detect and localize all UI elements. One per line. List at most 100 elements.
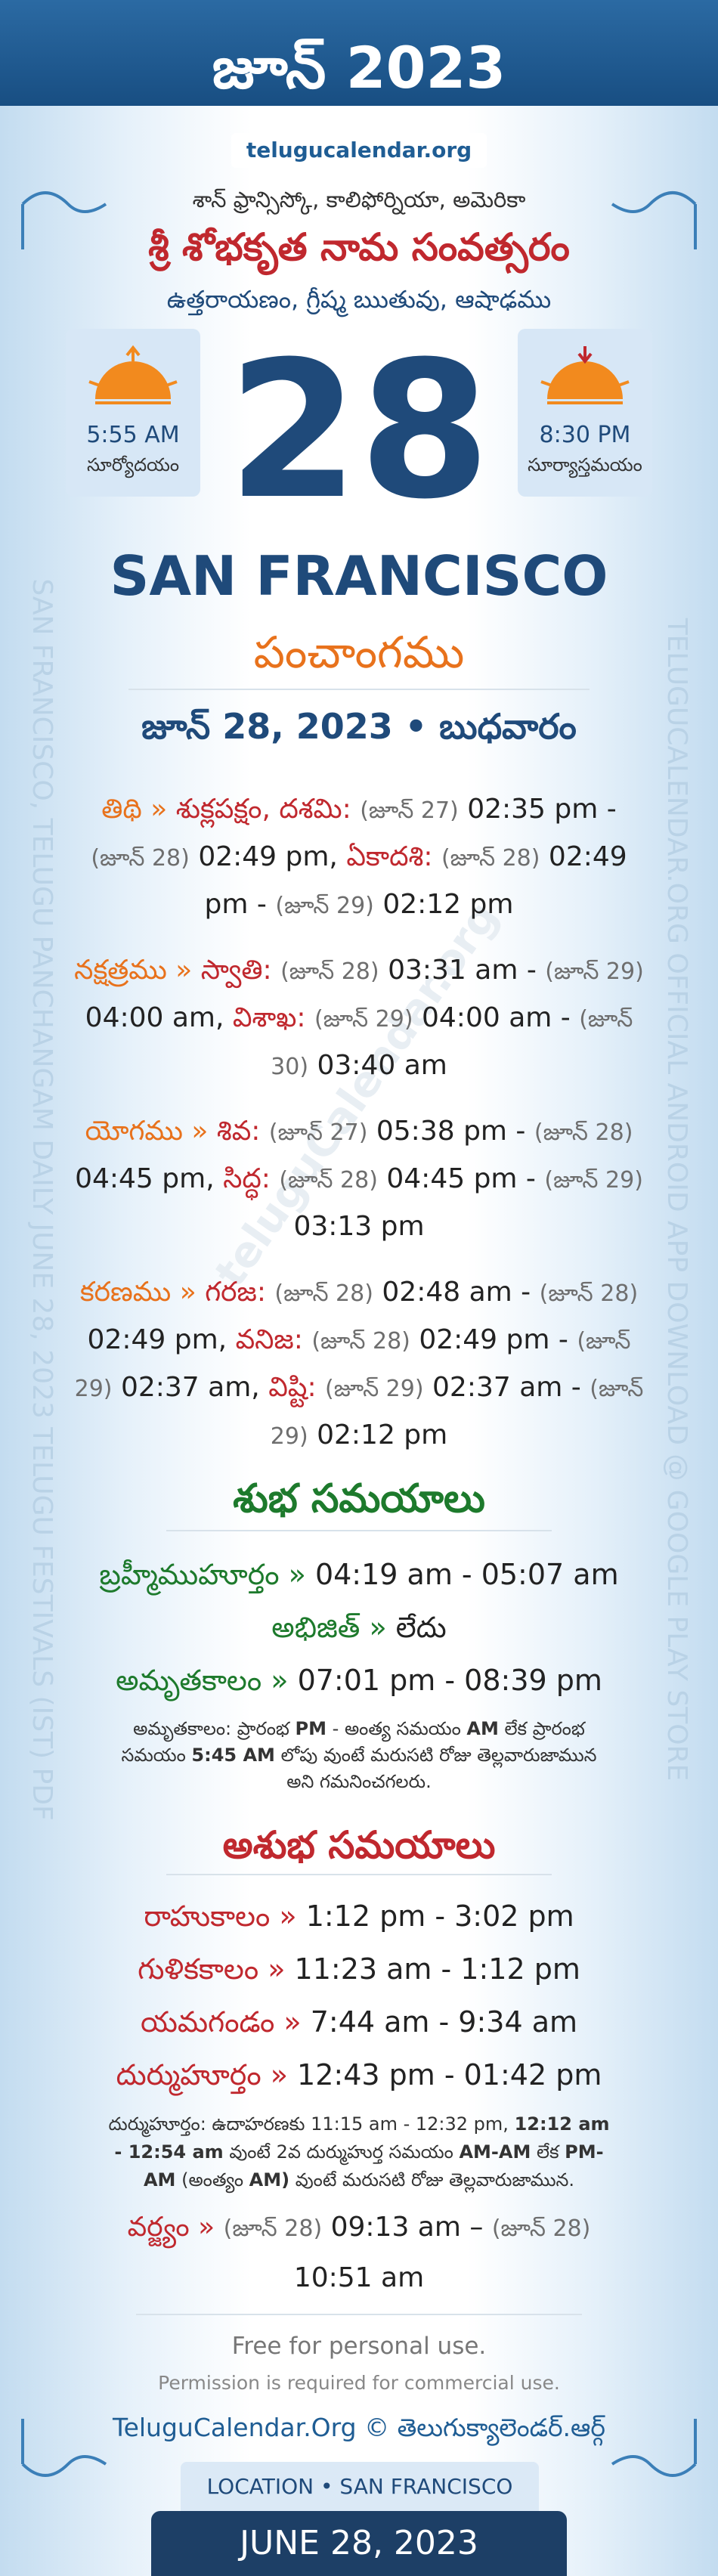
segment: 04:45 pm, xyxy=(75,1163,215,1194)
corner-ornaments xyxy=(21,191,697,2477)
segment: (జూన్ 28) xyxy=(279,1167,378,1194)
segment: 02:12 pm xyxy=(382,889,514,920)
segment: (జూన్ 29) xyxy=(275,893,374,919)
segment: 03:40 am xyxy=(317,1050,447,1081)
sunrise-icon xyxy=(88,345,178,404)
sunset-label: సూర్యాస్తమయం xyxy=(528,454,642,475)
sunset-icon xyxy=(540,346,630,404)
ashubha-note: దుర్ముహూర్తం: ఉదాహరణకు 11:15 am - 12:32 … xyxy=(106,2110,612,2194)
segment: 02:49 pm - xyxy=(419,1324,568,1355)
sunset-time: 8:30 PM xyxy=(539,422,631,448)
segment: (జూన్ 28) xyxy=(274,1280,373,1307)
timing-row: దుర్ముహూర్తం » 12:43 pm - 01:42 pm xyxy=(60,2048,658,2101)
segment: గరజ: xyxy=(205,1277,266,1308)
segment: (జూన్ 29) xyxy=(314,1006,413,1033)
note-segment: దుర్ముహూర్తం: ఉదాహరణకు 11:15 am - 12:32 … xyxy=(108,2113,509,2135)
note-segment: 5:45 AM xyxy=(191,1745,275,1766)
segment: రాహుకాలం xyxy=(144,1899,271,1933)
segment: 04:00 am - xyxy=(422,1002,571,1033)
segment: అమృతకాలం xyxy=(116,1664,262,1697)
segment: » xyxy=(150,794,168,825)
segment: 10:51 am xyxy=(293,2262,425,2293)
segment: గుళికకాలం xyxy=(138,1952,259,1986)
segment: (జూన్ 29) xyxy=(325,1376,424,1402)
segment: 03:13 pm xyxy=(293,1211,425,1242)
segment: 02:48 am - xyxy=(382,1277,531,1308)
segment: వర్జ్యం xyxy=(127,2212,190,2243)
timing-row: రాహుకాలం » 1:12 pm - 3:02 pm xyxy=(60,1890,658,1943)
note-segment: PM-AM xyxy=(143,2141,604,2191)
shubha-rows: బ్రహ్మీముహూర్తం » 04:19 am - 05:07 am అభ… xyxy=(60,1548,658,1707)
segment: 7:44 am - 9:34 am xyxy=(310,2005,578,2039)
segment: 04:19 am - 05:07 am xyxy=(314,1558,619,1591)
segment: (జూన్ 28) xyxy=(441,845,540,872)
segment: (జూన్ 28) xyxy=(311,1328,410,1355)
note-segment: వుంటే మరుసటి రోజు తెల్లవారుజామున. xyxy=(295,2169,574,2191)
segment: 03:31 am - xyxy=(388,955,537,986)
segment: (జూన్ 28) xyxy=(91,845,190,872)
segment: » xyxy=(270,2058,288,2091)
segment: (జూన్ 30) xyxy=(271,1006,633,1080)
location-badge: LOCATION • SAN FRANCISCO xyxy=(181,2462,539,2511)
segment: » xyxy=(175,955,193,986)
year-name: శ్రీ శోభకృత నామ సంవత్సరం xyxy=(148,225,570,269)
timing-row: యమగండం » 7:44 am - 9:34 am xyxy=(60,1995,658,2048)
segment: (జూన్ 28) xyxy=(539,1280,639,1307)
side-text: SAN FRANCISCO, TELUGU PANCHANGAM DAILY J… xyxy=(26,578,57,1820)
note-segment: వుంటే 2వ దుర్ముహుర్త సమయం xyxy=(229,2141,453,2163)
segment: సిద్ధ: xyxy=(223,1163,271,1194)
segment: (జూన్ 28) xyxy=(223,2215,323,2242)
segment: (జూన్ 27) xyxy=(268,1119,368,1146)
segment: 02:49 pm - xyxy=(204,841,627,920)
segment: 02:49 pm, xyxy=(87,1324,227,1355)
site-badge: telugucalendar.org xyxy=(231,133,487,168)
segment: » xyxy=(369,1611,387,1644)
segment: 04:00 am, xyxy=(85,1002,224,1033)
segment: తిథి xyxy=(101,794,142,825)
note-segment: 12:12 am - 12:54 am xyxy=(114,2113,610,2163)
segment: (జూన్ 29) xyxy=(544,1167,643,1194)
sunrise-box xyxy=(66,329,200,497)
segment: 04:45 pm - xyxy=(386,1163,536,1194)
note-segment: లోపు వుంటే మరుసటి రోజు తెల్లవారుజామున అన… xyxy=(280,1745,597,1792)
segment: విశాఖ: xyxy=(232,1002,306,1033)
segment: 02:12 pm xyxy=(317,1420,448,1451)
day-number: 28 xyxy=(227,320,491,540)
segment: నక్షత్రము xyxy=(74,955,167,986)
sunrise-label: సూర్యోదయం xyxy=(86,454,180,475)
note-segment: అమృతకాలం: ప్రారంభ xyxy=(133,1718,289,1739)
segment: 02:35 pm - xyxy=(467,794,617,825)
segment: (జూన్ 29) xyxy=(270,1376,644,1450)
segment: 02:37 am - xyxy=(432,1372,581,1403)
note-segment: AM) xyxy=(249,2169,290,2191)
segment: బ్రహ్మీముహూర్తం xyxy=(99,1558,280,1591)
note-segment: AM xyxy=(466,1718,499,1739)
note-segment: PM xyxy=(295,1718,327,1739)
segment: యోగము xyxy=(85,1116,183,1147)
segment: (జూన్ 29) xyxy=(74,1328,631,1402)
segment: లేదు xyxy=(395,1611,447,1644)
segment: (జూన్ 27) xyxy=(360,797,459,824)
header-band xyxy=(0,0,718,106)
note-segment: AM-AM xyxy=(459,2141,531,2163)
segment: » xyxy=(198,2212,215,2243)
sunrise-time: 5:55 AM xyxy=(86,422,180,448)
panchangam-item: నక్షత్రము » స్వాతి: (జూన్ 28) 03:31 am -… xyxy=(72,947,646,1090)
panchangam-title: పంచాంగము xyxy=(253,627,465,678)
note-segment: లేక ప్రారంభ సమయం xyxy=(121,1718,585,1766)
segment: స్వాతి: xyxy=(200,955,272,986)
segment: » xyxy=(279,1899,297,1933)
note-segment: లేక xyxy=(536,2141,559,2163)
segment: » xyxy=(283,2005,302,2039)
segment: 02:37 am, xyxy=(120,1372,260,1403)
panchangam-item: యోగము » శివ: (జూన్ 27) 05:38 pm - (జూన్ … xyxy=(72,1108,646,1249)
segment: 05:38 pm - xyxy=(376,1116,526,1147)
segment: 11:23 am - 1:12 pm xyxy=(294,1952,580,1986)
timing-row: గుళికకాలం » 11:23 am - 1:12 pm xyxy=(60,1943,658,1995)
free-note: Free for personal use. xyxy=(231,2333,487,2360)
date-line: జూన్ 28, 2023 • బుధవారం xyxy=(141,706,577,747)
segment: 1:12 pm - 3:02 pm xyxy=(305,1899,574,1933)
segment: విష్టి: xyxy=(268,1372,317,1403)
segment: » xyxy=(268,1952,286,1986)
